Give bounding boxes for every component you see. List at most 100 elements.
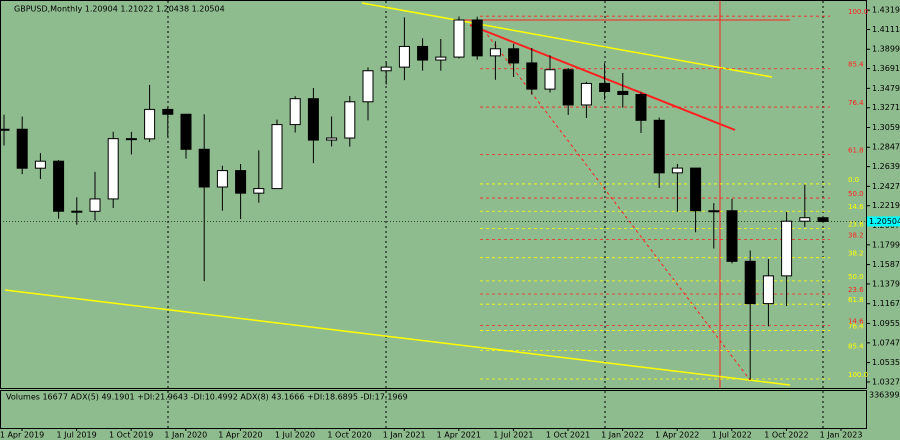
candle-body [198, 148, 210, 188]
x-tick-label: 1 Jan 2023 [820, 431, 863, 440]
x-tick-label: 1 Oct 2019 [109, 431, 153, 440]
candle-body [344, 101, 356, 139]
candle-body [708, 210, 720, 213]
fib-label: 76.4 [848, 99, 864, 107]
trend-line [479, 24, 751, 381]
fib-label: 14.6 [848, 203, 864, 211]
x-tick-label: 1 Apr 2019 [0, 431, 44, 440]
candle-body [307, 98, 319, 141]
candle-body [398, 45, 410, 68]
candle-body [489, 48, 501, 57]
y-tick-label: 1.24270 [872, 182, 900, 191]
candle-body [817, 217, 829, 222]
trend-line [361, 2, 773, 78]
fib-label: 23.6 [848, 220, 864, 228]
fib-label: 85.4 [848, 61, 864, 69]
x-tick-label: 1 Jul 2020 [275, 431, 315, 440]
fib-label: 38.2 [848, 232, 864, 240]
fib-label: 61.8 [848, 147, 864, 155]
x-tick-label: 1 Jan 2022 [601, 431, 644, 440]
candle-body [0, 128, 10, 131]
candle-body [89, 198, 101, 212]
candle-body [653, 119, 665, 174]
candle-body [526, 62, 538, 90]
candle-body [726, 210, 738, 262]
volume-axis-label: 3363996 [869, 391, 900, 400]
candle-body [744, 260, 756, 305]
x-tick-label: 1 Oct 2022 [764, 431, 808, 440]
x-tick-label: 1 Apr 2020 [218, 431, 262, 440]
candle-body [34, 160, 46, 169]
candle-body [271, 124, 283, 190]
candle-body [671, 167, 683, 174]
candle-body [762, 275, 774, 305]
y-tick-label: 1.43190 [872, 6, 900, 15]
candle-body [144, 108, 156, 140]
y-tick-label: 1.30590 [872, 123, 900, 132]
y-tick-label: 1.17990 [872, 240, 900, 249]
candle-body [216, 170, 228, 188]
candle-body [562, 69, 574, 106]
fib-label: 85.4 [848, 343, 864, 351]
chart-title: GBPUSD,Monthly 1.20904 1.21022 1.20438 1… [14, 5, 225, 14]
candle-body [544, 69, 556, 90]
y-tick-label: 1.11670 [872, 299, 900, 308]
fib-label: 61.8 [848, 296, 864, 304]
fib-label: 0.0 [848, 176, 859, 184]
volume-header: Volumes 16677 ADX(5) 49.1901 +DI:21.9643… [6, 393, 408, 402]
candle-body [508, 48, 520, 64]
y-tick-label: 1.34790 [872, 84, 900, 93]
y-tick-label: 1.15870 [872, 260, 900, 269]
price-pane [0, 0, 867, 389]
y-tick-label: 1.09550 [872, 319, 900, 328]
candle-body [326, 137, 338, 141]
candle-body [799, 217, 811, 222]
last-price-box [867, 216, 900, 227]
y-tick-label: 1.36910 [872, 64, 900, 73]
candle-body [162, 108, 174, 115]
candle-body [107, 138, 119, 200]
trend-line [4, 289, 791, 386]
candle-body [16, 128, 28, 169]
y-tick-label: 1.41110 [872, 25, 900, 34]
candle-body [53, 160, 65, 212]
x-tick-label: 1 Oct 2021 [546, 431, 590, 440]
candle-body [690, 167, 702, 212]
candle-body [253, 188, 265, 194]
volume-pane [0, 390, 867, 429]
y-tick-label: 1.38990 [872, 45, 900, 54]
y-tick-label: 1.26390 [872, 162, 900, 171]
fib-label: 14.6 [848, 317, 864, 325]
candle-body [180, 113, 192, 150]
fib-label: 50.0 [848, 273, 864, 281]
x-tick-label: 1 Jan 2021 [383, 431, 426, 440]
candle-body [235, 170, 247, 194]
y-tick-label: 1.07470 [872, 338, 900, 347]
fib-label: 76.4 [848, 322, 864, 330]
x-tick-label: 1 Apr 2021 [437, 431, 481, 440]
x-tick-label: 1 Oct 2020 [327, 431, 371, 440]
candle-body [453, 19, 465, 58]
candle-body [635, 94, 647, 121]
x-tick-label: 1 Jul 2022 [712, 431, 752, 440]
x-tick-label: 1 Jul 2021 [493, 431, 533, 440]
fib-label: 38.2 [848, 250, 864, 258]
y-tick-label: 1.13790 [872, 279, 900, 288]
fib-label: 50.0 [848, 190, 864, 198]
y-tick-label: 1.22190 [872, 201, 900, 210]
candle-body [471, 19, 483, 57]
fib-label: 23.6 [848, 286, 864, 294]
trend-line [469, 24, 736, 131]
candle-body [781, 220, 793, 277]
fib-label: 100.0 [848, 8, 868, 16]
candle-body [289, 98, 301, 126]
x-tick-label: 1 Jan 2020 [164, 431, 207, 440]
y-tick-label: 1.03270 [872, 377, 900, 386]
candle-body [125, 138, 137, 141]
candle-body [580, 82, 592, 106]
candle-body [599, 82, 611, 92]
y-tick-label: 1.28470 [872, 143, 900, 152]
last-price-label: 1.20504 [869, 217, 900, 226]
